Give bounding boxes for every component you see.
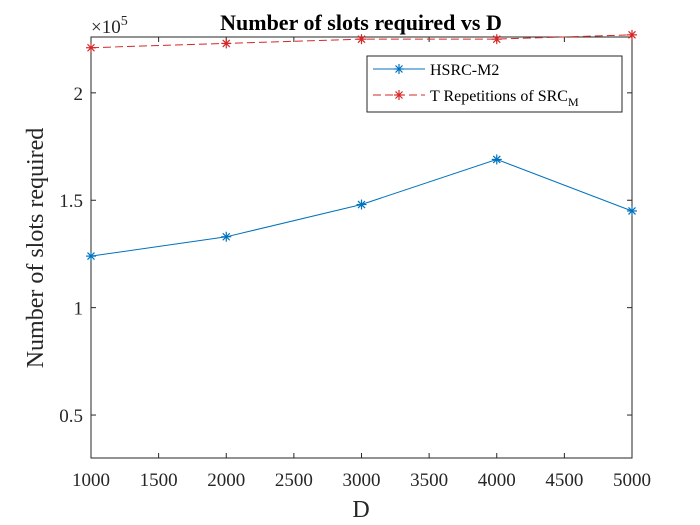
data-point-marker: [491, 154, 502, 165]
x-tick-label: 4500: [545, 470, 583, 491]
x-tick-label: 3000: [343, 470, 381, 491]
legend-asterisk: [394, 90, 404, 100]
y-exponent-base: ×10: [91, 17, 121, 38]
legend-label-trep: T Repetitions of SRCM: [430, 88, 579, 109]
marker-stroke: [87, 43, 95, 52]
x-tick-label: 1000: [72, 470, 110, 491]
marker-stroke: [492, 155, 501, 164]
axis-ticks: 1000 1500 2000 2500 3000 3500 4000 4500 5000 0.5 1…: [59, 37, 651, 491]
y-axis-exponent: ×105: [91, 14, 128, 38]
data-point-marker: [356, 199, 367, 210]
marker-stroke: [395, 91, 403, 99]
legend-asterisk: [394, 64, 404, 74]
x-tick-label: 2500: [275, 470, 313, 491]
y-tick-label: 1.5: [59, 191, 83, 212]
data-point-marker: [356, 34, 367, 45]
y-exponent-power: 5: [121, 14, 128, 29]
data-point-marker: [221, 38, 232, 49]
marker-stroke: [357, 200, 366, 209]
legend-marker-hsrc: [394, 64, 404, 74]
marker-stroke: [628, 207, 636, 215]
x-tick-label: 1500: [140, 470, 178, 491]
legend-label-trep-text: T Repetitions of SRC: [430, 88, 568, 105]
chart-title: Number of slots required vs D: [220, 10, 502, 35]
x-tick-label: 4000: [478, 470, 516, 491]
legend: HSRC-M2 T Repetitions of SRCM: [366, 55, 623, 113]
series-layer: [86, 29, 637, 262]
legend-marker-trep: [394, 90, 404, 100]
data-point-marker: [491, 34, 502, 45]
x-axis-title: D: [352, 497, 369, 523]
y-tick-label: 1: [74, 299, 84, 320]
marker-stroke: [87, 252, 95, 261]
y-tick-label: 2: [74, 84, 84, 105]
legend-label-hsrc: HSRC-M2: [430, 62, 499, 79]
marker-stroke: [222, 39, 231, 48]
legend-label-trep-subscript: M: [568, 95, 579, 109]
data-point-marker: [86, 42, 96, 53]
y-tick-label: 0.5: [59, 406, 83, 427]
x-tick-label: 2000: [207, 470, 245, 491]
x-tick-label: 3500: [410, 470, 448, 491]
marker-stroke: [628, 30, 636, 39]
x-tick-label: 5000: [613, 470, 651, 491]
data-point-marker: [627, 205, 637, 216]
data-point-marker: [221, 231, 232, 242]
y-axis-title: Number of slots required: [23, 128, 49, 369]
legend-box: [366, 55, 623, 113]
marker-stroke: [395, 65, 403, 73]
data-point-marker: [86, 251, 96, 262]
data-point-marker: [627, 29, 637, 40]
marker-stroke: [222, 232, 231, 241]
marker-stroke: [357, 35, 366, 44]
marker-stroke: [492, 35, 501, 44]
